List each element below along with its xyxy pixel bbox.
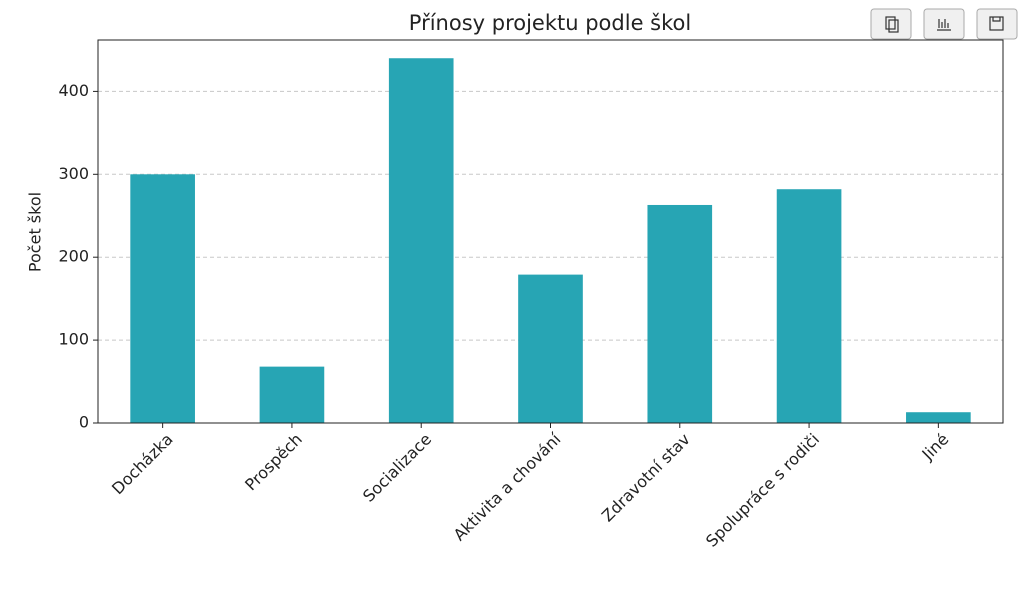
chart-button[interactable] — [923, 8, 965, 40]
toolbar — [870, 8, 1018, 40]
chart-title: Přínosy projektu podle škol — [409, 11, 691, 35]
y-tick-label: 200 — [58, 247, 89, 266]
x-tick-label: Prospěch — [241, 430, 306, 495]
bar — [776, 189, 842, 423]
x-tick-label: Aktivita a chování — [450, 429, 565, 544]
bar — [518, 274, 583, 423]
y-tick-label: 0 — [79, 413, 89, 432]
y-tick-label: 300 — [58, 164, 89, 183]
bar — [388, 58, 454, 423]
x-tick-label: Jiné — [918, 430, 953, 465]
copy-button[interactable] — [870, 8, 912, 40]
bar — [259, 366, 325, 423]
save-button[interactable] — [976, 8, 1018, 40]
y-tick-label: 400 — [58, 81, 89, 100]
x-tick-label: Zdravotní stav — [598, 430, 694, 526]
y-axis-label: Počet škol — [26, 192, 45, 272]
y-tick-label: 100 — [58, 330, 89, 349]
bar — [906, 412, 971, 423]
bar — [130, 174, 195, 423]
bar — [647, 204, 713, 423]
x-tick-label: Spolupráce s rodiči — [702, 430, 823, 551]
plot-frame — [97, 39, 1004, 424]
x-tick-label: Socializace — [359, 430, 435, 506]
x-tick-label: Docházka — [108, 430, 177, 499]
